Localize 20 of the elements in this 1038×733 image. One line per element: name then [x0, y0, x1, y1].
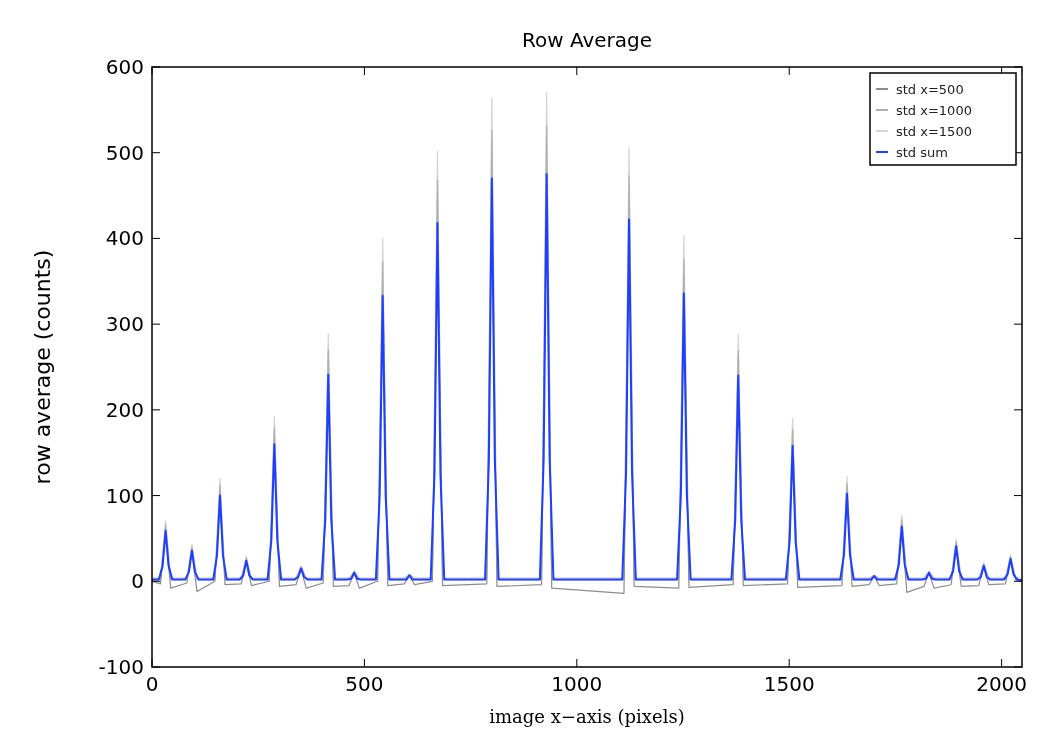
- y-tick-label: 500: [105, 140, 144, 165]
- x-tick-label: 2000: [976, 672, 1028, 696]
- y-tick-label: -100: [98, 655, 144, 679]
- y-tick-label: 400: [105, 226, 144, 251]
- legend-label: std x=1000: [896, 103, 972, 118]
- y-tick-label: 200: [105, 397, 144, 422]
- chart-title: Row Average: [521, 28, 653, 52]
- y-axis-title: row average (counts): [30, 249, 55, 485]
- x-tick-label: 1000: [551, 672, 603, 696]
- y-tick-label: 0: [131, 569, 144, 594]
- y-tick-label: 600: [105, 55, 144, 79]
- x-tick-label: 0: [145, 672, 159, 696]
- y-tick-label: 100: [105, 483, 144, 508]
- legend-label: std x=500: [896, 82, 964, 97]
- legend-label: std x=1500: [896, 124, 972, 139]
- y-tick-label: 300: [105, 312, 144, 337]
- x-tick-label: 500: [345, 672, 384, 696]
- legend-label: std sum: [896, 145, 948, 160]
- x-axis-title: image x−axis (pixels): [489, 706, 685, 727]
- x-tick-label: 1500: [763, 672, 815, 696]
